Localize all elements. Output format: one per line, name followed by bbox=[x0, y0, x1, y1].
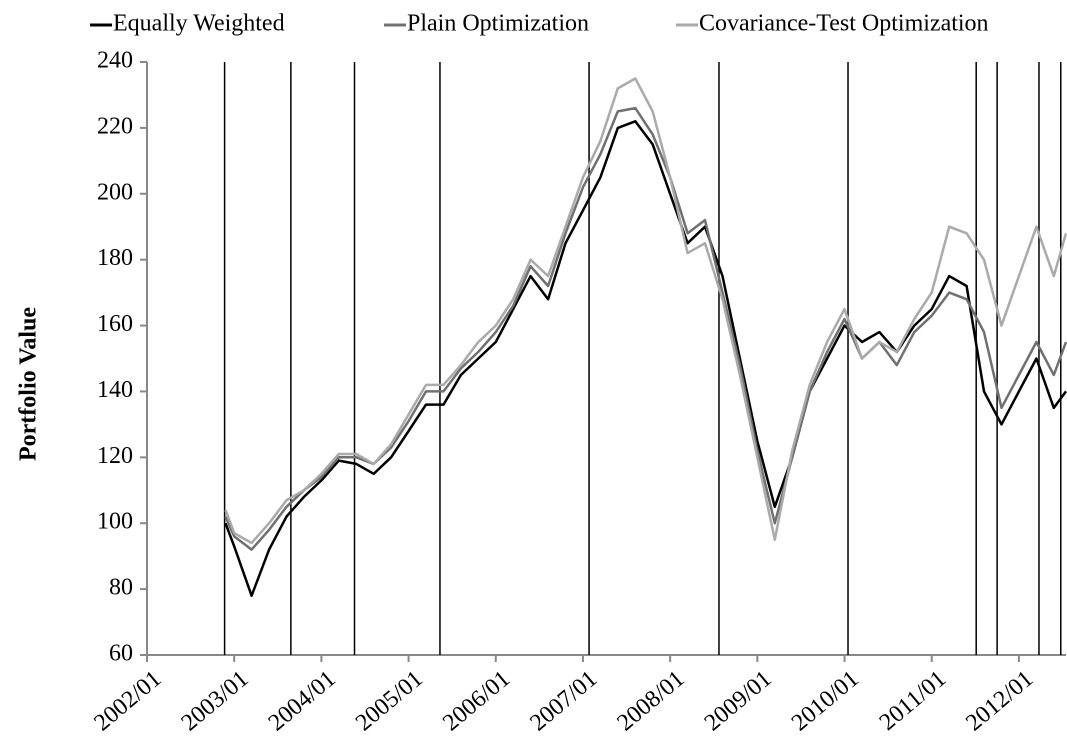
series-line bbox=[224, 77, 1067, 545]
series-line bbox=[224, 120, 1067, 597]
y-tick-label: 120 bbox=[97, 443, 133, 469]
x-tick-label: 2002/01 bbox=[89, 666, 166, 736]
y-tick-label: 160 bbox=[97, 311, 133, 337]
x-tick-label: 2006/01 bbox=[438, 666, 515, 736]
x-tick-label: 2003/01 bbox=[177, 666, 254, 736]
x-tick-label: 2011/01 bbox=[875, 666, 951, 736]
legend-label: Plain Optimization bbox=[407, 11, 589, 37]
y-tick-label: 200 bbox=[97, 179, 133, 205]
x-tick-label: 2009/01 bbox=[700, 666, 777, 736]
y-tick-label: 60 bbox=[109, 641, 133, 667]
legend-label: Covariance-Test Optimization bbox=[699, 11, 989, 37]
x-tick-label: 2010/01 bbox=[787, 666, 864, 736]
x-tick-label: 2005/01 bbox=[351, 666, 428, 736]
y-tick-label: 80 bbox=[109, 575, 133, 601]
y-tick-label: 180 bbox=[97, 245, 133, 271]
y-tick-label: 100 bbox=[97, 509, 133, 535]
x-tick-label: 2004/01 bbox=[264, 666, 341, 736]
series-line bbox=[224, 106, 1067, 551]
x-tick-label: 2008/01 bbox=[613, 666, 690, 736]
y-tick-label: 240 bbox=[97, 48, 133, 74]
y-axis-label: Portfolio Value bbox=[16, 307, 42, 461]
x-tick-label: 2007/01 bbox=[525, 666, 602, 736]
y-tick-label: 220 bbox=[97, 113, 133, 139]
legend-label: Equally Weighted bbox=[113, 11, 285, 37]
x-tick-label: 2012/01 bbox=[961, 666, 1038, 736]
y-tick-label: 140 bbox=[97, 377, 133, 403]
